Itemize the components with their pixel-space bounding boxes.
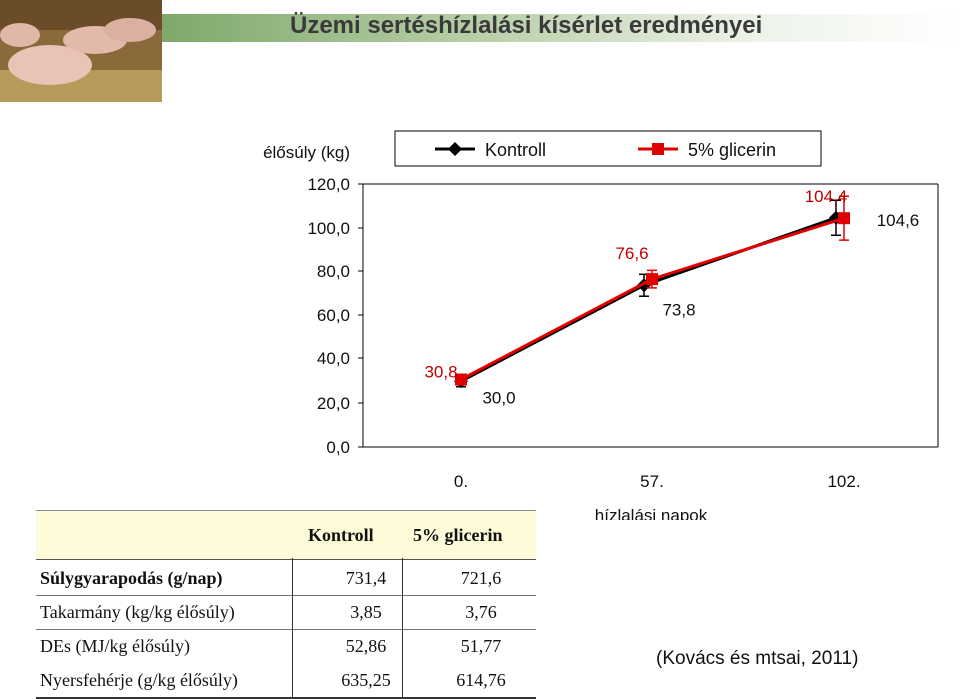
y-tick-label: 100,0 bbox=[307, 219, 350, 238]
cell-kontroll: 635,25 bbox=[341, 670, 391, 690]
cell-kontroll: 3,85 bbox=[350, 602, 382, 622]
cell-glicerin: 3,76 bbox=[465, 602, 497, 622]
data-point bbox=[646, 273, 658, 286]
series-line-1 bbox=[460, 216, 845, 381]
data-label: 73,8 bbox=[662, 300, 695, 319]
pig-photo bbox=[0, 0, 162, 102]
legend-marker bbox=[652, 143, 664, 155]
cell-glicerin: 51,77 bbox=[460, 636, 502, 656]
data-point bbox=[838, 212, 850, 225]
x-tick-label: 0. bbox=[454, 472, 468, 491]
table-row: Takarmány (kg/kg élősúly) 3,85 3,76 bbox=[36, 596, 536, 630]
page-title: Üzemi sertéshízlalási kísérlet eredménye… bbox=[290, 12, 763, 39]
row-label: Súlygyarapodás (g/nap) bbox=[40, 568, 223, 588]
row-label: Takarmány (kg/kg élősúly) bbox=[40, 602, 235, 622]
y-tick-label: 80,0 bbox=[317, 262, 350, 281]
weight-line-chart: 0,0 20,0 40,0 60,0 80,0 100,0 120,0 0. 57. 102. él… bbox=[263, 130, 939, 520]
cell-glicerin: 614,76 bbox=[456, 670, 506, 690]
legend-label: Kontroll bbox=[485, 140, 546, 160]
cell-glicerin: 721,6 bbox=[460, 568, 502, 588]
row-label: Nyersfehérje (g/kg élősúly) bbox=[40, 670, 238, 690]
cell-kontroll: 52,86 bbox=[345, 636, 387, 656]
table-row: DEs (MJ/kg élősúly) 52,86 51,77 bbox=[36, 630, 536, 664]
table-header: Kontroll 5% glicerin bbox=[36, 510, 536, 560]
header-kontroll: Kontroll bbox=[308, 525, 374, 545]
data-label: 30,0 bbox=[482, 388, 515, 407]
x-axis-label: hízlalási napok bbox=[595, 506, 708, 520]
row-label: DEs (MJ/kg élősúly) bbox=[40, 636, 190, 656]
x-tick-label: 57. bbox=[640, 472, 664, 491]
y-tick-label: 0,0 bbox=[326, 438, 350, 457]
cell-kontroll: 731,4 bbox=[345, 568, 387, 588]
data-label: 76,6 bbox=[615, 244, 648, 263]
y-tick-label: 60,0 bbox=[317, 306, 350, 325]
legend-label: 5% glicerin bbox=[688, 140, 776, 160]
table-row: Nyersfehérje (g/kg élősúly) 635,25 614,7… bbox=[36, 664, 536, 698]
data-label: 104,6 bbox=[877, 211, 920, 230]
citation: (Kovács és mtsai, 2011) bbox=[656, 648, 859, 669]
header-glicerin: 5% glicerin bbox=[413, 525, 503, 545]
table-row: Súlygyarapodás (g/nap) 731,4 721,6 bbox=[36, 562, 536, 596]
y-axis-label: élősúly (kg) bbox=[263, 143, 350, 162]
series-line-0 bbox=[460, 216, 837, 383]
data-label: 104,4 bbox=[805, 187, 848, 206]
data-label: 30,8 bbox=[424, 362, 457, 381]
y-tick-label: 120,0 bbox=[307, 175, 350, 194]
data-point bbox=[455, 373, 467, 386]
title-band bbox=[160, 14, 960, 42]
x-tick-label: 102. bbox=[827, 472, 860, 491]
y-tick-label: 20,0 bbox=[317, 394, 350, 413]
y-tick-label: 40,0 bbox=[317, 349, 350, 368]
legend-marker bbox=[448, 142, 462, 156]
